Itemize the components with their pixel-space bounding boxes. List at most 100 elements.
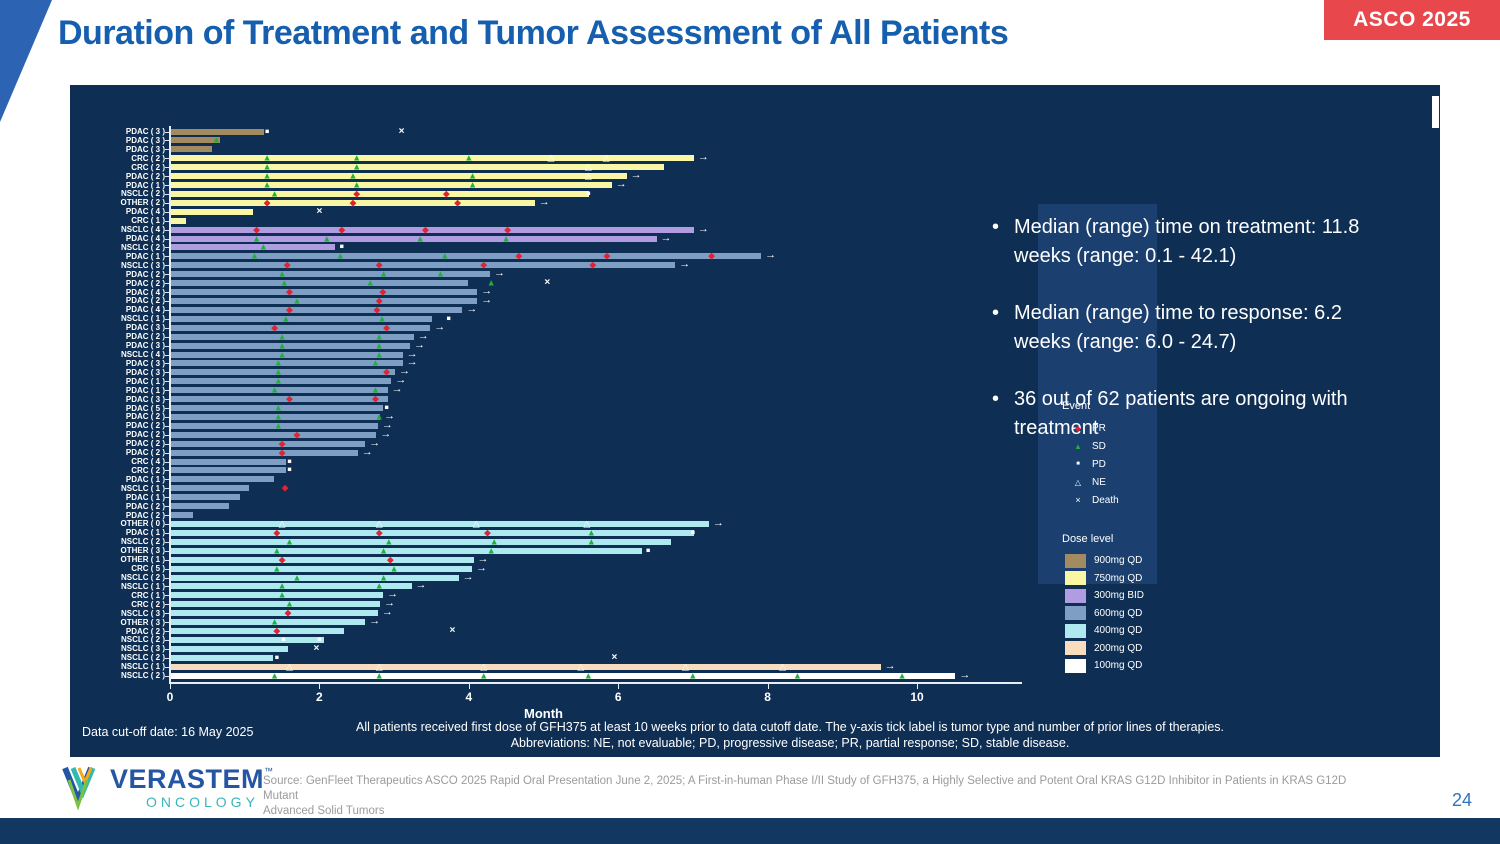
event-marker-sd-icon: ▲ [374,411,384,422]
y-axis-label: NSCLC ( 3 ) [121,260,165,270]
event-marker-pd-icon: ■ [446,315,451,323]
treatment-bar [171,315,433,322]
event-marker-ne-icon: △ [779,661,786,672]
event-marker-ne-icon: △ [577,661,585,672]
dose-swatch [1065,571,1086,586]
treatment-bar [171,235,657,242]
event-marker-sd-icon: ▲ [273,420,283,431]
legend-dose-label: 100mg QD [1094,660,1143,672]
event-marker-pd-icon: ■ [317,636,322,644]
treatment-bar [171,226,694,233]
y-axis-label: CRC ( 2 ) [131,465,165,475]
event-marker-sd-icon: ▲ [335,250,345,261]
event-marker-sd-icon: ▲ [415,233,425,244]
page-title: Duration of Treatment and Tumor Assessme… [58,14,1009,52]
ne-marker-icon: △ [1074,477,1082,487]
ongoing-arrow-icon: → [959,668,971,681]
event-marker-sd-icon: ▲ [370,357,380,368]
treatment-bar [171,262,676,269]
y-axis-row-tick [165,666,169,668]
event-marker-sd-icon: ▲ [468,170,477,181]
y-axis-label: OTHER ( 3 ) [120,617,165,627]
event-marker-sd-icon: ▲ [486,277,496,288]
treatment-bar [171,628,345,635]
event-marker-pr-icon: ◆ [454,197,462,208]
y-axis-row-tick [165,506,169,508]
y-axis-label: NSCLC ( 2 ) [121,671,165,681]
logo-subtitle: ONCOLOGY [146,794,259,810]
y-axis-label: PDAC ( 2 ) [125,269,165,279]
y-axis-label: NSCLC ( 1 ) [121,483,165,493]
event-marker-ne-icon: △ [583,518,591,529]
data-cutoff-note: Data cut-off date: 16 May 2025 [82,725,254,739]
event-marker-sd-icon: ▲ [277,331,287,342]
ongoing-arrow-icon: → [361,445,373,458]
y-axis-label: PDAC ( 3 ) [125,367,165,377]
sd-marker-icon: ▲ [1074,441,1082,451]
treatment-bar [171,654,274,661]
event-marker-sd-icon: ▲ [897,670,907,681]
event-marker-pr-icon: ◆ [293,429,301,440]
event-marker-pd-icon: ■ [690,529,696,537]
y-axis-row-tick [165,577,169,579]
y-axis-label: NSCLC ( 3 ) [121,644,165,654]
event-marker-sd-icon: ▲ [262,179,272,190]
event-marker-sd-icon: ▲ [277,589,287,600]
treatment-bar [171,182,612,189]
ongoing-arrow-icon: → [381,418,393,431]
event-marker-pr-icon: ◆ [373,304,381,315]
logo-name: VERASTEM [110,764,265,794]
bullet-patients-ongoing: 36 out of 62 patients are ongoing with t… [990,385,1480,443]
page-number: 24 [1451,790,1472,810]
y-axis-label: NSCLC ( 2 ) [121,242,165,252]
event-marker-death-icon: × [316,205,323,217]
event-marker-sd-icon: ▲ [249,250,259,261]
y-axis-row-tick [165,523,169,525]
treatment-bar [171,297,478,304]
event-marker-sd-icon: ▲ [292,295,302,306]
y-axis-row-tick [165,586,169,588]
event-marker-sd-icon: ▲ [277,580,287,591]
y-axis-label: PDAC ( 5 ) [125,403,165,413]
event-marker-pr-icon: ◆ [515,250,523,261]
x-axis-tick-label: 8 [764,690,771,704]
event-marker-pr-icon: ◆ [278,554,286,565]
y-axis-label: PDAC ( 1 ) [125,474,165,484]
treatment-bar [171,556,474,563]
y-axis-row-tick [165,639,169,641]
event-marker-pd-icon: ■ [586,190,591,198]
treatment-bar [171,512,194,519]
ongoing-arrow-icon: → [369,614,381,627]
event-marker-pr-icon: ◆ [386,554,394,565]
ongoing-arrow-icon: → [384,597,396,610]
legend-dose-label: 200mg QD [1094,642,1143,654]
y-axis-label: PDAC ( 2 ) [125,278,165,288]
ongoing-arrow-icon: → [406,356,418,369]
y-axis-row-tick [165,211,169,213]
y-axis-label: PDAC ( 2 ) [125,171,165,181]
y-axis-row-tick [165,149,169,151]
y-axis-row-tick [165,185,169,187]
event-marker-ne-icon: △ [547,152,555,163]
dose-swatch [1065,658,1086,673]
event-marker-pd-icon: ■ [274,654,279,662]
event-marker-pr-icon: ◆ [278,447,286,458]
y-axis-label: NSCLC ( 1 ) [121,314,165,324]
pd-marker-icon: ■ [1076,461,1080,467]
legend-dose-label: 300mg BID [1094,590,1145,602]
x-axis-tick [917,684,918,689]
event-marker-pd-icon: ■ [281,636,286,644]
event-marker-pr-icon: ◆ [442,188,450,199]
ongoing-arrow-icon: → [476,561,488,574]
event-marker-sd-icon: ▲ [352,161,362,172]
legend-event-item: × Death [1070,491,1118,509]
ongoing-arrow-icon: → [630,168,642,181]
event-marker-pd-icon: ■ [384,404,389,412]
event-marker-sd-icon: ▲ [586,527,596,538]
treatment-bar [171,190,590,197]
y-axis-label: CRC ( 1 ) [131,216,165,226]
y-axis-label: CRC ( 2 ) [131,153,165,163]
x-axis-tick [170,684,171,689]
treatment-bar [171,663,881,670]
event-marker-sd-icon: ▲ [252,233,262,244]
